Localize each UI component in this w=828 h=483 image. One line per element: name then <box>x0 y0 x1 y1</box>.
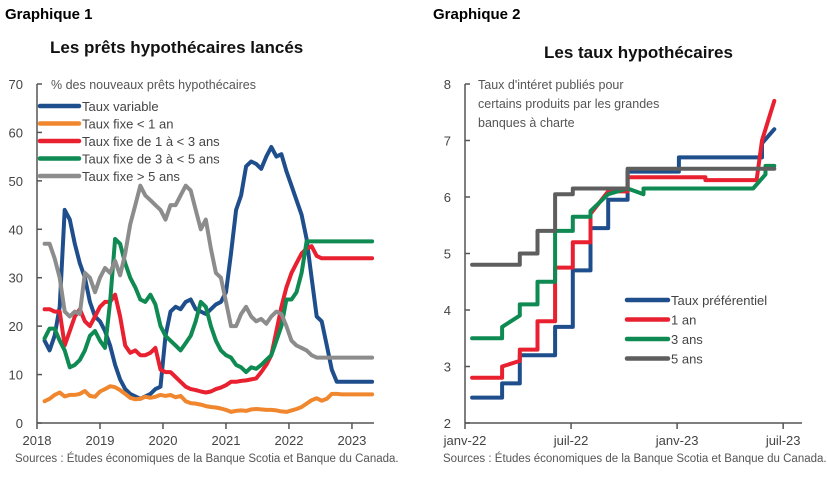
legend-label: Taux fixe > 5 ans <box>82 169 180 184</box>
legend-label: 5 ans <box>671 352 703 367</box>
y-tick-label: 3 <box>444 360 451 375</box>
legend-label: Taux fixe de 1 à < 3 ans <box>82 134 220 149</box>
chart2-annotation-line1: Taux d'intéret publiés pour <box>478 78 624 92</box>
series-line-4 <box>42 183 375 360</box>
series-line-3 <box>470 166 777 267</box>
y-tick-label: 60 <box>9 125 23 140</box>
legend-label: Taux préférentiel <box>671 293 767 308</box>
y-tick-label: 0 <box>16 416 23 431</box>
series-line-1 <box>470 98 777 380</box>
y-tick-label: 40 <box>9 222 23 237</box>
legend-label: 1 an <box>671 313 696 328</box>
x-tick-label: 2021 <box>212 433 241 448</box>
legend-label: Taux variable <box>82 99 159 114</box>
chart1-label: Graphique 1 <box>5 6 93 23</box>
y-tick-label: 10 <box>9 368 23 383</box>
y-tick-label: 4 <box>444 303 451 318</box>
chart2-source: Sources : Études économiques de la Banqu… <box>443 453 827 465</box>
chart1-title: Les prêts hypothécaires lancés <box>50 38 304 57</box>
x-tick-label: janv-23 <box>655 433 699 448</box>
x-tick-label: 2019 <box>86 433 115 448</box>
chart2-label: Graphique 2 <box>433 6 521 23</box>
series-line-3 <box>42 237 375 375</box>
chart1-annotation: % des nouveaux prêts hypothécaires <box>51 78 256 92</box>
y-tick-label: 2 <box>444 416 451 431</box>
y-tick-label: 5 <box>444 247 451 262</box>
y-tick-label: 8 <box>444 77 451 92</box>
y-tick-label: 50 <box>9 174 23 189</box>
y-tick-label: 7 <box>444 134 451 149</box>
y-tick-label: 30 <box>9 271 23 286</box>
x-tick-label: juil-23 <box>765 433 801 448</box>
y-tick-label: 6 <box>444 190 451 205</box>
x-tick-label: 2020 <box>149 433 178 448</box>
chart2-title: Les taux hypothécaires <box>544 43 733 62</box>
series-line-2 <box>42 244 375 395</box>
series-line-2 <box>470 163 777 341</box>
y-tick-label: 70 <box>9 77 23 92</box>
y-tick-label: 20 <box>9 319 23 334</box>
x-tick-label: juil-22 <box>553 433 589 448</box>
chart2-annotation-line2: certains produits par les grandes <box>478 97 659 111</box>
legend-label: Taux fixe de 3 à < 5 ans <box>82 152 220 167</box>
series-line-1 <box>42 384 375 414</box>
x-tick-label: 2022 <box>275 433 304 448</box>
x-tick-label: janv-22 <box>443 433 487 448</box>
x-tick-label: 2018 <box>23 433 52 448</box>
chart2-annotation-line3: banques à charte <box>478 116 575 130</box>
chart1-source: Sources : Études économiques de la Banqu… <box>15 453 399 465</box>
legend-label: 3 ans <box>671 332 703 347</box>
x-tick-label: 2023 <box>337 433 366 448</box>
legend-label: Taux fixe < 1 an <box>82 117 173 132</box>
